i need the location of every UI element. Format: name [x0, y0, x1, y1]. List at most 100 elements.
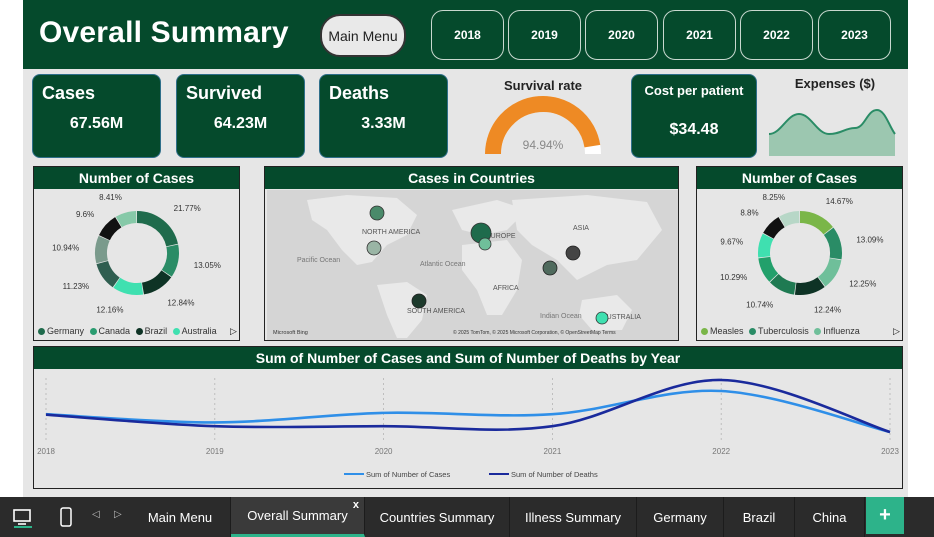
donut-left-chart: 21.77% 13.05% 12.84% 12.16% 11.23% 10.94% 9.6%…	[52, 193, 221, 314]
map-attribution: © 2025 TomTom, © 2025 Microsoft Corporat…	[453, 329, 616, 336]
legend-item-tuberculosis: Tuberculosis	[746, 326, 809, 336]
map-label-europe: EUROPE	[486, 233, 516, 240]
kpi-deaths-value: 3.33M	[361, 115, 406, 132]
legend-item-germany: Germany	[38, 326, 84, 336]
donut-left-slice[interactable]	[95, 235, 110, 264]
series-line-1[interactable]	[45, 378, 891, 434]
donut-right-title: Number of Cases	[697, 167, 902, 189]
year-button-2021[interactable]: 2021	[663, 10, 736, 60]
legend-next-icon[interactable]: ▷	[230, 326, 237, 336]
tab-overall-summary[interactable]: Overall Summary x	[231, 497, 365, 537]
donut-left-slice[interactable]	[161, 244, 179, 277]
donut-left-data-label: 9.6%	[76, 210, 94, 219]
tab-illness-summary[interactable]: Illness Summary	[510, 497, 637, 537]
donut-right-slice[interactable]	[794, 277, 825, 295]
donut-left-data-label: 21.77%	[174, 204, 201, 213]
year-button-2022[interactable]: 2022	[740, 10, 813, 60]
kpi-deaths-label: Deaths	[329, 83, 390, 103]
map-bubble-europe-2	[478, 237, 492, 251]
tab-germany[interactable]: Germany	[637, 497, 724, 537]
donut-left-legend: Germany Canada Brazil Australia	[38, 326, 217, 336]
map-label-pacific: Pacific Ocean	[297, 257, 340, 264]
donut-right-slice[interactable]	[779, 211, 800, 228]
kpi-cases-card: Cases 67.56M	[32, 74, 161, 158]
donut-right-slice[interactable]	[758, 233, 774, 258]
donut-right-slice[interactable]	[769, 273, 797, 295]
donut-right-data-label: 8.25%	[762, 193, 785, 202]
donut-right-data-label: 14.67%	[826, 197, 853, 206]
donut-left-slice[interactable]	[115, 211, 137, 228]
page-title: Overall Summary	[39, 16, 289, 49]
donut-left-slice[interactable]	[96, 260, 120, 288]
donut-left-slice[interactable]	[98, 217, 122, 241]
next-page-icon[interactable]: ▷	[114, 509, 122, 520]
year-button-2018[interactable]: 2018	[431, 10, 504, 60]
line-chart-title: Sum of Number of Cases and Sum of Number…	[34, 347, 902, 369]
year-button-2023[interactable]: 2023	[818, 10, 891, 60]
expenses-line	[768, 108, 896, 136]
map-label-south-america: SOUTH AMERICA	[407, 308, 465, 315]
survival-rate-value: 94.94%	[522, 138, 564, 152]
donut-right-slice[interactable]	[799, 211, 833, 235]
prev-page-icon[interactable]: ◁	[92, 509, 100, 520]
legend-label: Sum of Number of Deaths	[511, 470, 598, 479]
donut-left-slice[interactable]	[136, 211, 178, 247]
map-title: Cases in Countries	[265, 167, 678, 189]
series-line-0[interactable]	[45, 389, 891, 434]
year-button-2020[interactable]: 2020	[585, 10, 658, 60]
legend-item-brazil: Brazil	[133, 326, 167, 336]
donut-right-data-label: 9.67%	[720, 238, 743, 247]
line-chart-panel: Sum of Number of Cases and Sum of Number…	[33, 346, 903, 489]
donut-right-data-label: 10.74%	[746, 300, 773, 309]
donut-left-data-label: 11.23%	[63, 282, 90, 291]
donut-right-slice[interactable]	[763, 216, 785, 239]
main-menu-button[interactable]: Main Menu	[320, 14, 406, 57]
header-bar: Overall Summary Main Menu 2018 2019 2020…	[23, 0, 908, 69]
legend-next-icon[interactable]: ▷	[893, 326, 900, 336]
kpi-cost-label: Cost per patient	[644, 83, 744, 98]
x-tick-label: 2021	[544, 447, 562, 456]
add-page-button[interactable]: +	[866, 497, 904, 534]
legend-item-canada: Canada	[87, 326, 130, 336]
legend-item-influenza: Influenza	[811, 326, 860, 336]
donut-right-slice[interactable]	[817, 257, 842, 287]
world-map[interactable]: NORTH AMERICA Pacific Ocean Atlantic Oce…	[267, 190, 678, 340]
tab-brazil[interactable]: Brazil	[724, 497, 795, 537]
kpi-survived-card: Survived 64.23M	[176, 74, 305, 158]
kpi-cases-value: 67.56M	[69, 115, 124, 132]
desktop-view-icon[interactable]	[10, 505, 36, 531]
tab-china[interactable]: China	[795, 497, 865, 537]
kpi-survived-value: 64.23M	[213, 115, 268, 132]
kpi-deaths-card: Deaths 3.33M	[319, 74, 448, 158]
expenses-label: Expenses ($)	[794, 76, 876, 91]
donut-right-legend: Measles Tuberculosis Influenza	[701, 326, 860, 336]
map-bubble-china	[565, 245, 581, 261]
donut-right-chart: 14.67% 13.09% 12.25% 12.24% 10.74% 10.29% 9.67…	[720, 193, 883, 314]
donut-right-slice[interactable]	[758, 256, 779, 282]
donut-left-data-label: 8.41%	[99, 193, 122, 202]
donut-left-slice[interactable]	[141, 270, 172, 295]
donut-right-data-label: 10.29%	[720, 273, 747, 282]
x-tick-label: 2023	[881, 447, 899, 456]
tab-countries-summary[interactable]: Countries Summary	[365, 497, 510, 537]
page-tab-bar: ◁ ▷ Main Menu Overall Summary x Countrie…	[0, 497, 934, 537]
x-tick-label: 2022	[712, 447, 730, 456]
close-tab-icon[interactable]: x	[352, 499, 359, 511]
donut-left-data-label: 12.84%	[167, 298, 194, 307]
donut-left-slice[interactable]	[113, 277, 144, 295]
mobile-view-icon[interactable]	[56, 505, 76, 531]
donut-left-panel: Number of Cases 21.77% 13.05% 12.84% 12.16%…	[33, 166, 240, 341]
map-brand: Microsoft Bing	[273, 330, 308, 336]
kpi-cost-value: $34.48	[669, 121, 719, 138]
donut-right-data-label: 8.8%	[740, 208, 758, 217]
tab-main-menu[interactable]: Main Menu	[130, 497, 231, 537]
year-button-2019[interactable]: 2019	[508, 10, 581, 60]
kpi-cost-card: Cost per patient $34.48	[631, 74, 757, 158]
donut-left-title: Number of Cases	[34, 167, 239, 189]
donut-right-slice[interactable]	[823, 227, 842, 260]
map-label-indian-ocean: Indian Ocean	[540, 313, 582, 320]
report-page: Overall Summary Main Menu 2018 2019 2020…	[23, 0, 908, 497]
legend-label: Sum of Number of Cases	[366, 470, 450, 479]
map-label-atlantic: Atlantic Ocean	[420, 261, 466, 268]
map-bubble-canada	[369, 205, 385, 221]
